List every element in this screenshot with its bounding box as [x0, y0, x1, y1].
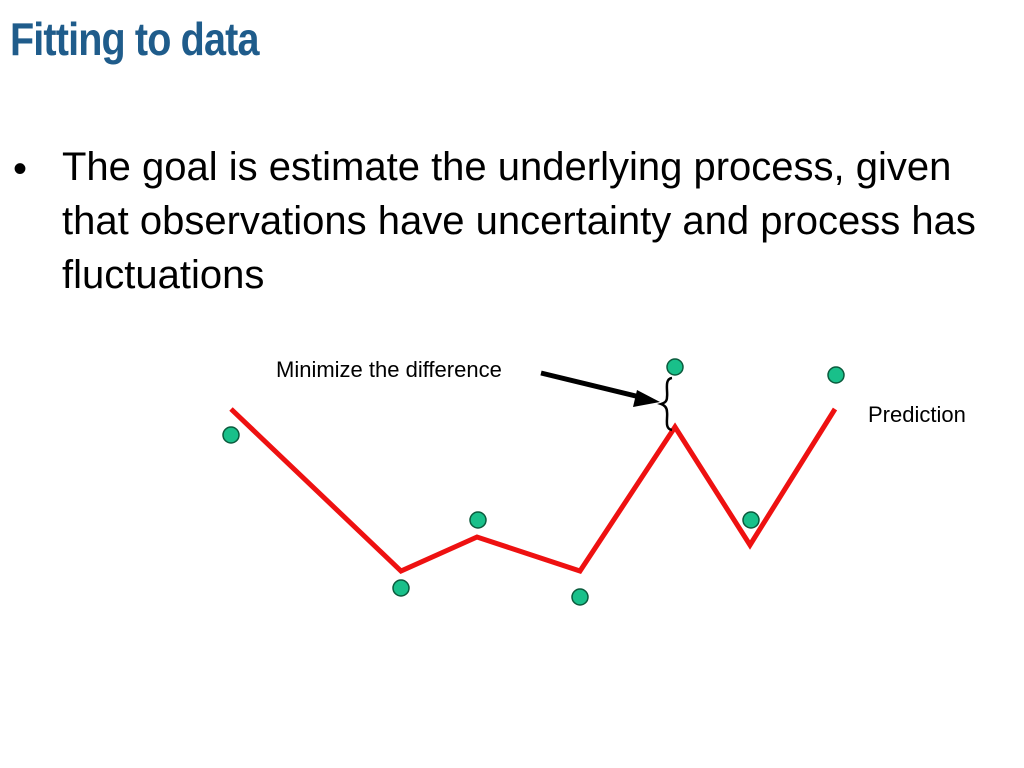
observation-points [222, 358, 845, 606]
prediction-line [229, 407, 838, 574]
observation-point [571, 588, 589, 606]
bullet-symbol: • [13, 147, 28, 191]
bullet-list: • The goal is estimate the underlying pr… [0, 140, 1024, 302]
annotation-arrow-shaft [540, 370, 641, 400]
observation-point [666, 358, 684, 376]
difference-brace [657, 376, 673, 432]
observation-point [742, 511, 760, 529]
observation-point [392, 579, 410, 597]
observation-point [222, 426, 240, 444]
annotation-label: Minimize the difference [276, 357, 502, 382]
prediction-label: Prediction [868, 402, 966, 427]
observation-point [469, 511, 487, 529]
annotation-arrow-head [633, 390, 660, 407]
bullet-item: • The goal is estimate the underlying pr… [0, 140, 1024, 302]
observation-point [827, 366, 845, 384]
bullet-text: The goal is estimate the underlying proc… [62, 145, 976, 297]
slide-title: Fitting to data [10, 13, 259, 65]
